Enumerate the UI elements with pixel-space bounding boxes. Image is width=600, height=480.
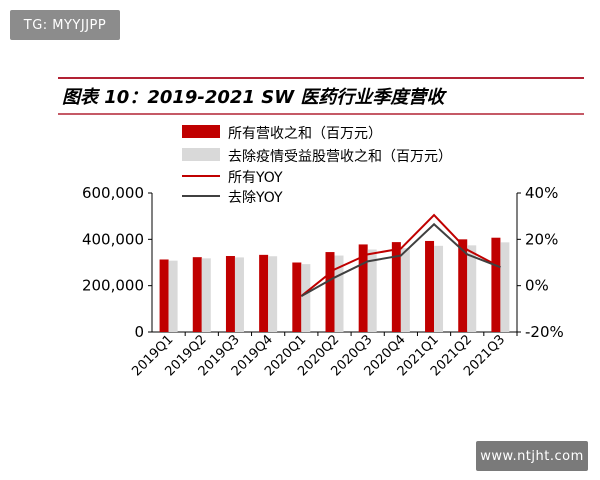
bar-all-revenue [458, 239, 468, 332]
bar-all-revenue [159, 259, 169, 332]
y-right-tick-label: 40% [525, 184, 558, 202]
bar-ex-beneficiary-revenue [234, 257, 244, 332]
chart-title: 图表 10：2019-2021 SW 医药行业季度营收 [62, 87, 447, 108]
bar-all-revenue [425, 240, 435, 332]
bar-ex-beneficiary-revenue [500, 242, 510, 332]
legend-label: 所有营收之和（百万元） [228, 126, 382, 142]
legend-label: 去除YOY [228, 190, 283, 206]
legend-label: 所有YOY [228, 170, 283, 186]
bar-ex-beneficiary-revenue [334, 255, 344, 332]
bar-ex-beneficiary-revenue [168, 260, 178, 332]
bar-all-revenue [358, 244, 368, 332]
title-group: 图表 10：2019-2021 SW 医药行业季度营收 [58, 77, 584, 115]
y-left-tick-label: 0 [134, 323, 144, 341]
bar-all-revenue [292, 262, 302, 332]
y-right-tick-label: -20% [525, 323, 564, 341]
bar-all-revenue [259, 254, 269, 332]
bar-ex-beneficiary-revenue [201, 258, 211, 332]
bar-ex-beneficiary-revenue [467, 245, 477, 332]
y-left-tick-label: 600,000 [82, 184, 144, 202]
bar-all-revenue [491, 237, 501, 332]
bar-all-revenue [225, 256, 235, 332]
bar-ex-beneficiary-revenue [400, 248, 410, 332]
bar-ex-beneficiary-revenue [268, 256, 278, 332]
watermark-bottom-right: www.ntjht.com [476, 441, 588, 471]
legend-label: 去除疫情受益股营收之和（百万元） [228, 149, 452, 165]
bar-ex-beneficiary-revenue [301, 264, 311, 332]
bar-ex-beneficiary-revenue [434, 245, 444, 332]
bar-all-revenue [192, 257, 202, 332]
legend-swatch-all-revenue [182, 125, 220, 138]
bar-ex-beneficiary-revenue [367, 249, 377, 332]
bars [159, 237, 510, 332]
bar-all-revenue [391, 242, 401, 332]
y-left-tick-label: 400,000 [82, 230, 144, 248]
y-right-tick-label: 20% [525, 230, 558, 248]
y-left-tick-label: 200,000 [82, 277, 144, 295]
bar-all-revenue [325, 252, 335, 332]
y-right-tick-label: 0% [525, 277, 549, 295]
lines [300, 213, 501, 297]
legend: 所有营收之和（百万元） 去除疫情受益股营收之和（百万元） 所有YOY 去除YOY [182, 125, 452, 206]
legend-swatch-ex-revenue [182, 148, 220, 161]
watermark-top-left: TG: MYYJJPP [10, 10, 120, 40]
